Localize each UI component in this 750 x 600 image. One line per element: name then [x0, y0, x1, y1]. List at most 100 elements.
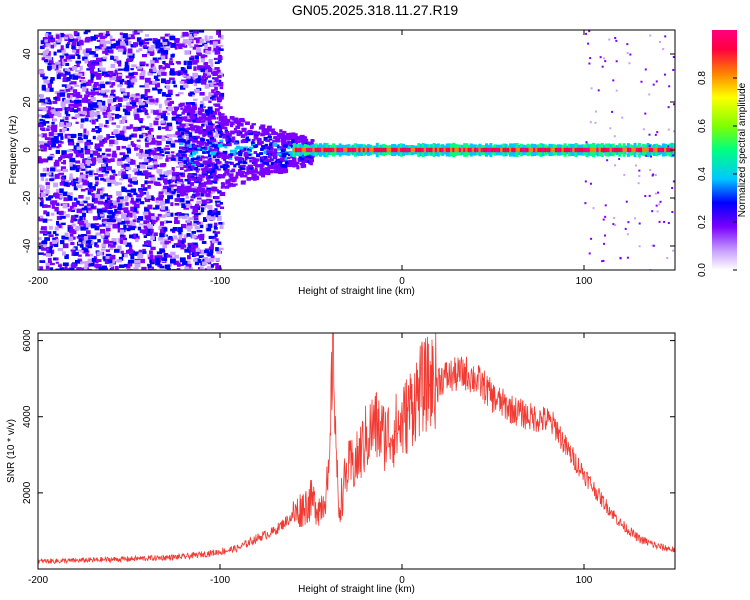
- heatmap-cell: [160, 259, 166, 263]
- heatmap-cell: [309, 142, 314, 146]
- heatmap-cell: [110, 43, 117, 49]
- heatmap-cell: [66, 108, 73, 112]
- heatmap-cell: [666, 257, 669, 260]
- heatmap-cell: [133, 203, 140, 209]
- heatmap-cell: [260, 156, 265, 160]
- heatmap-cell: [584, 180, 587, 183]
- heatmap-cell: [59, 55, 65, 58]
- heatmap-cell: [207, 147, 211, 151]
- y-tick-label: 6000: [22, 329, 33, 352]
- heatmap-cell: [171, 191, 176, 195]
- heatmap-cell: [204, 163, 208, 166]
- heatmap-cell: [530, 147, 534, 153]
- heatmap-cell: [212, 41, 218, 46]
- heatmap-cell: [214, 189, 219, 192]
- heatmap-cell: [93, 91, 100, 95]
- heatmap-cell: [94, 226, 100, 231]
- heatmap-cell: [533, 147, 537, 153]
- heatmap-cell: [177, 127, 182, 132]
- heatmap-cell: [199, 221, 204, 227]
- heatmap-cell: [85, 240, 92, 244]
- heatmap-cell: [652, 173, 655, 176]
- heatmap-cell: [132, 105, 138, 108]
- heatmap-cell: [72, 159, 76, 163]
- heatmap-cell: [186, 79, 193, 84]
- heatmap-cell: [101, 243, 107, 248]
- heatmap-cell: [122, 105, 128, 108]
- heatmap-cell: [181, 118, 185, 121]
- heatmap-cell: [176, 114, 182, 117]
- heatmap-cell: [51, 107, 55, 111]
- heatmap-cell: [144, 109, 148, 115]
- heatmap-cell: [217, 241, 222, 245]
- heatmap-cell: [506, 147, 510, 153]
- heatmap-cell: [161, 71, 167, 76]
- heatmap-cell: [95, 88, 99, 92]
- heatmap-cell: [596, 147, 600, 153]
- heatmap-cell: [186, 203, 193, 208]
- heatmap-cell: [572, 147, 576, 153]
- heatmap-cell: [436, 147, 440, 153]
- heatmap-cell: [120, 214, 127, 220]
- heatmap-cell: [214, 50, 221, 55]
- heatmap-cell: [39, 230, 45, 234]
- heatmap-cell: [82, 110, 87, 115]
- heatmap-cell: [91, 193, 98, 199]
- heatmap-cell: [147, 130, 152, 136]
- heatmap-cell: [207, 164, 211, 167]
- heatmap-cell: [133, 111, 139, 117]
- heatmap-cell: [69, 173, 73, 178]
- heatmap-cell: [460, 147, 464, 153]
- heatmap-cell: [191, 107, 196, 110]
- heatmap-cell: [102, 100, 106, 106]
- heatmap-cell: [211, 168, 215, 173]
- heatmap-cell: [122, 50, 127, 55]
- heatmap-cell: [522, 147, 526, 153]
- heatmap-cell: [126, 157, 131, 162]
- heatmap-cell: [192, 244, 199, 249]
- heatmap-cell: [42, 53, 47, 58]
- heatmap-cell: [213, 77, 219, 80]
- heatmap-cell: [349, 147, 353, 153]
- heatmap-cell: [132, 176, 138, 182]
- heatmap-cell: [304, 142, 308, 146]
- heatmap-cell: [239, 146, 244, 150]
- heatmap-cell: [445, 147, 449, 153]
- heatmap-cell: [220, 165, 226, 169]
- heatmap-cell: [277, 164, 281, 169]
- heatmap-cell: [345, 147, 349, 153]
- heatmap-cell: [661, 147, 665, 153]
- heatmap-cell: [43, 233, 48, 236]
- heatmap-cell: [150, 141, 156, 145]
- heatmap-cell: [192, 151, 196, 156]
- heatmap-cell: [206, 181, 212, 185]
- heatmap-cell: [561, 147, 565, 153]
- heatmap-cell: [219, 206, 225, 209]
- heatmap-cell: [122, 174, 128, 180]
- heatmap-cell: [319, 147, 323, 153]
- heatmap-cell: [208, 116, 213, 120]
- heatmap-cell: [550, 147, 554, 153]
- heatmap-cell: [118, 78, 125, 83]
- heatmap-cell: [87, 157, 93, 162]
- heatmap-cell: [101, 67, 106, 72]
- heatmap-cell: [46, 205, 51, 208]
- heatmap-cell: [178, 178, 184, 182]
- heatmap-cell: [87, 108, 92, 111]
- heatmap-cell: [160, 214, 166, 218]
- heatmap-cell: [513, 147, 517, 153]
- heatmap-cell: [241, 167, 246, 170]
- heatmap-cell: [117, 245, 122, 251]
- heatmap-cell: [195, 162, 201, 167]
- heatmap-cell: [95, 264, 102, 269]
- heatmap-cell: [139, 258, 145, 264]
- heatmap-cell: [207, 261, 212, 265]
- heatmap-cell: [663, 73, 666, 76]
- heatmap-cell: [107, 194, 113, 199]
- heatmap-cell: [44, 99, 50, 103]
- heatmap-cell: [67, 194, 71, 199]
- heatmap-cell: [200, 68, 206, 72]
- heatmap-cell: [118, 196, 124, 200]
- heatmap-cell: [194, 212, 201, 216]
- heatmap-cell: [118, 199, 124, 204]
